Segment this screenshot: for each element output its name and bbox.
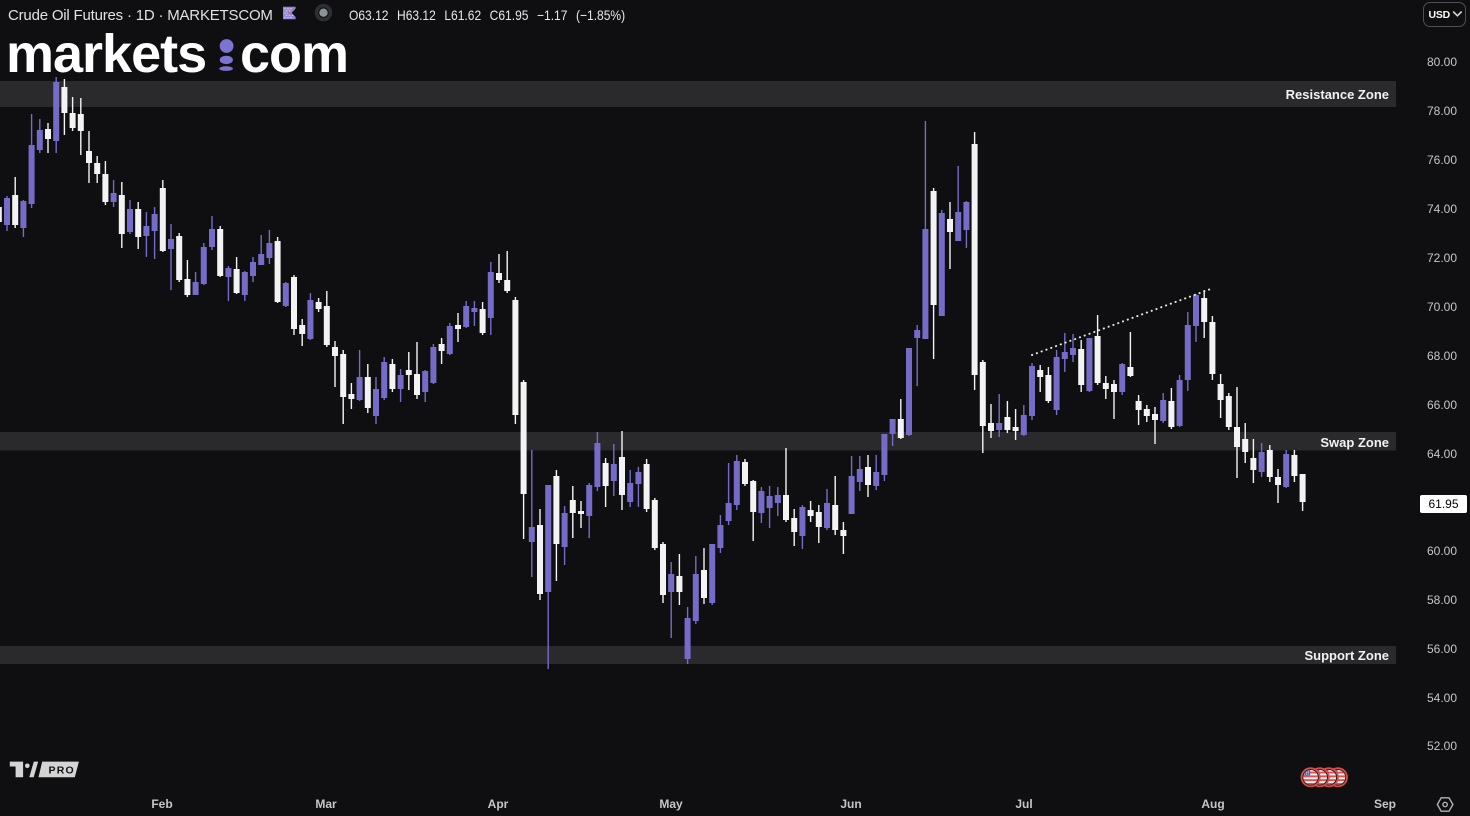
svg-text:PRO: PRO: [49, 765, 75, 777]
svg-text:com: com: [240, 24, 348, 84]
svg-text:markets: markets: [6, 24, 206, 84]
